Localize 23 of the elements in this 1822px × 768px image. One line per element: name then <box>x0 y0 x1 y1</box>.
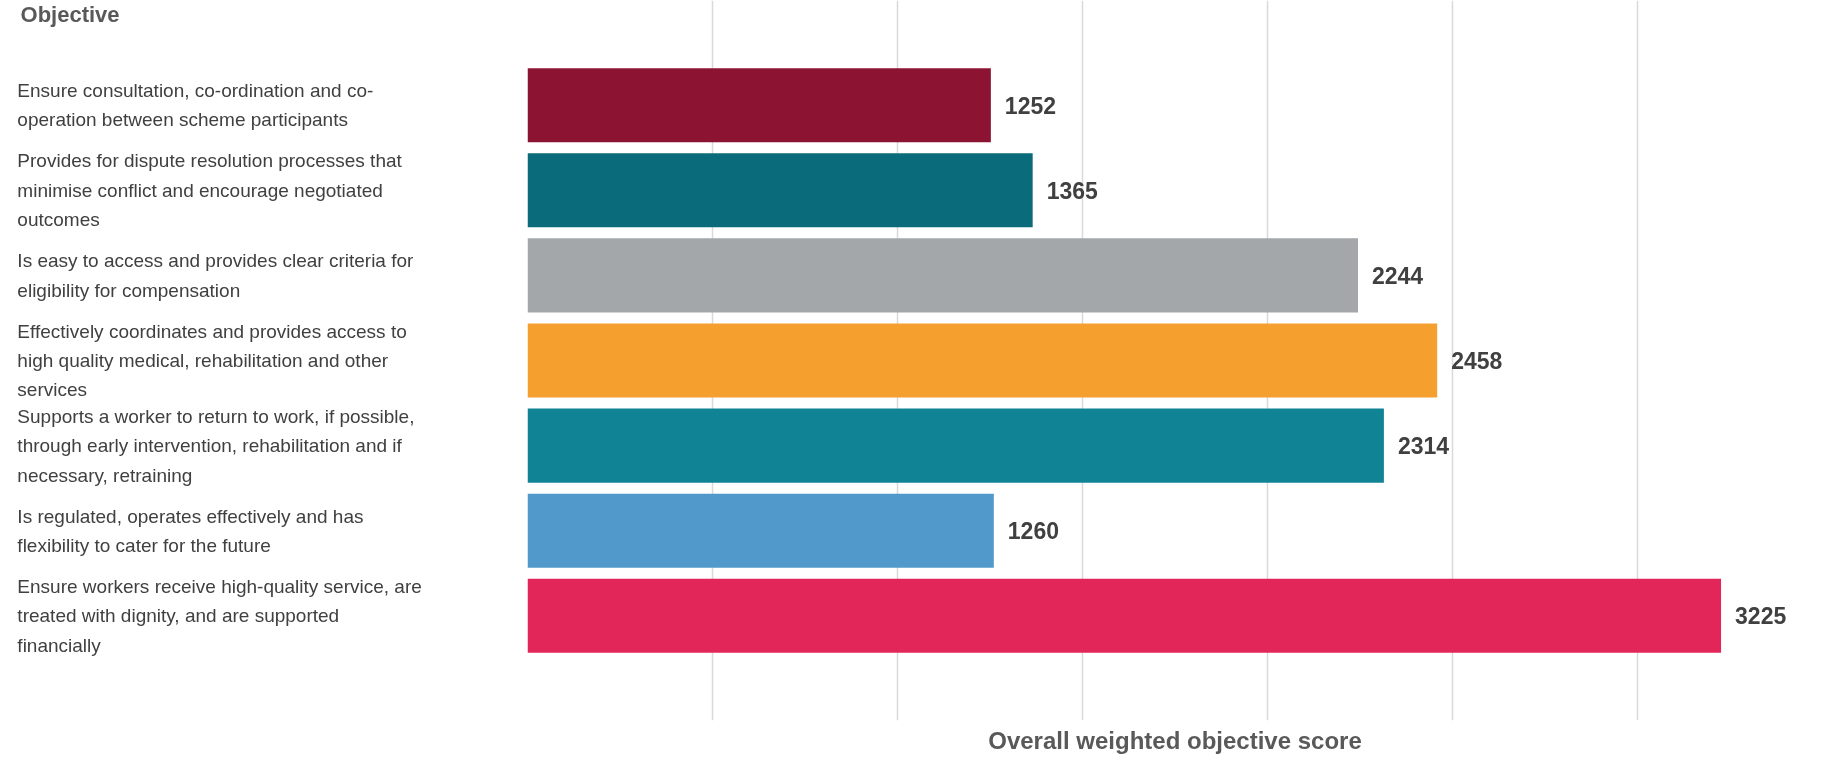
bar <box>527 323 1438 398</box>
bar <box>527 408 1384 483</box>
data-label: 2244 <box>1371 262 1424 289</box>
y-tick-label: Ensure workers receive high-quality service, are treated with dignity, and are supported financially <box>17 575 422 656</box>
bar <box>527 578 1722 653</box>
x-axis-title: Overall weighted objective score <box>988 726 1362 754</box>
bar <box>527 153 1033 228</box>
y-tick-label: Effectively coordinates and provides access to high quality medical, rehabilitation and other services <box>17 320 407 401</box>
y-tick-label: Supports a worker to return to work, if possible, through early intervention, rehabilitation and if necessary, retraining <box>17 405 415 486</box>
data-label: 1260 <box>1007 518 1059 545</box>
data-label: 3225 <box>1735 603 1787 630</box>
data-label: 2314 <box>1397 433 1450 460</box>
y-tick-label: Ensure consultation, co-ordination and co-operation between scheme participants <box>17 79 374 131</box>
data-label: 1252 <box>1004 92 1057 119</box>
y-tick-label: Is regulated, operates effectively and has flexibility to cater for the future <box>17 505 364 556</box>
data-label: 2458 <box>1451 348 1503 374</box>
text: Objective <box>20 2 120 28</box>
bar <box>527 68 991 143</box>
bar <box>527 493 994 568</box>
data-label: 1365 <box>1046 177 1099 204</box>
y-tick-label: Is easy to access and provides clear criteria for eligibility for compensation <box>17 250 415 301</box>
y-tick-label: Provides for dispute resolution processes that minimise conflict and encourage negotiated outcomes <box>17 150 403 231</box>
bar <box>527 238 1358 313</box>
